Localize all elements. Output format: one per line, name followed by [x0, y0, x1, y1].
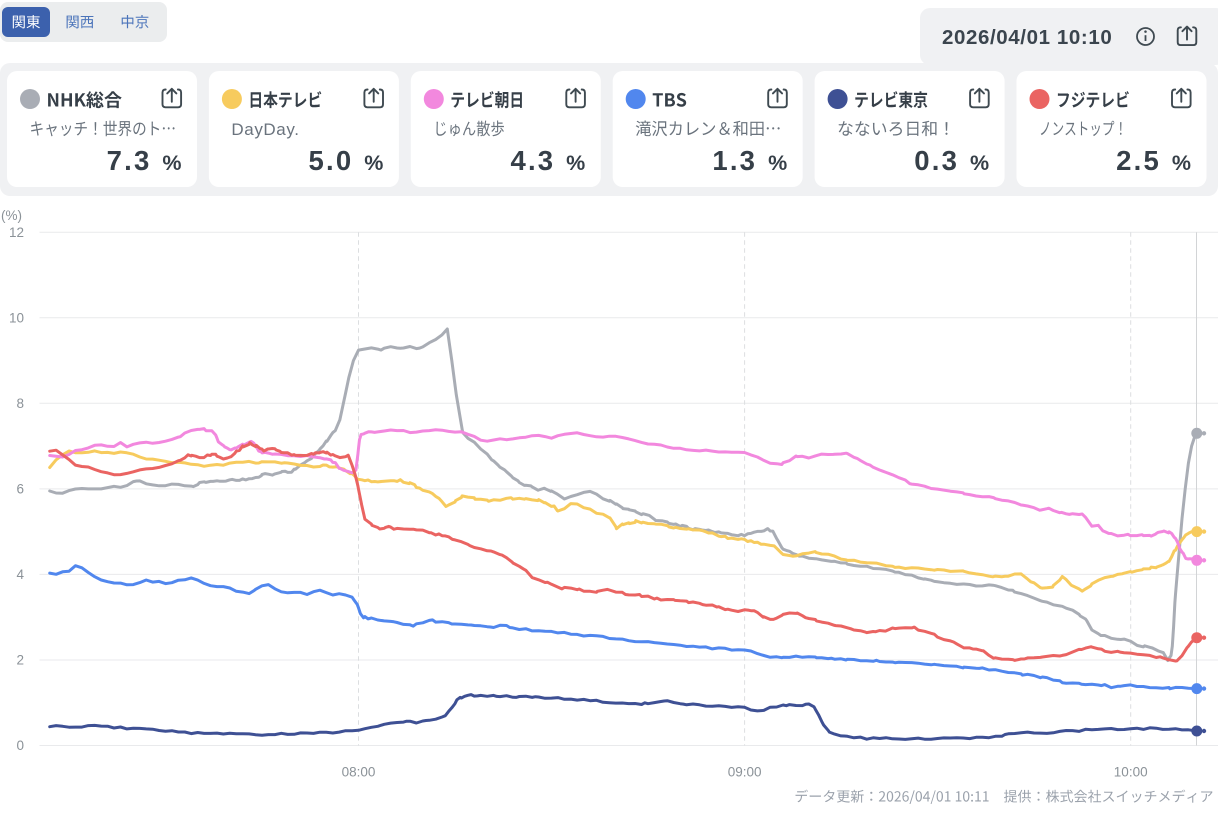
svg-text:2026/04/01 10:10: 2026/04/01 10:10 [942, 26, 1112, 49]
svg-text:4: 4 [16, 567, 24, 582]
svg-text:2.5: 2.5 [1116, 145, 1161, 176]
svg-text:1.3: 1.3 [712, 145, 757, 176]
svg-text:10: 10 [9, 311, 24, 326]
svg-text:(%): (%) [1, 208, 22, 223]
svg-text:8: 8 [16, 396, 24, 411]
svg-text:2: 2 [16, 653, 24, 668]
svg-text:%: % [162, 151, 181, 175]
svg-text:7.3: 7.3 [107, 145, 152, 176]
svg-text:%: % [768, 151, 787, 175]
svg-text:0: 0 [16, 738, 24, 753]
svg-text:6: 6 [16, 482, 24, 497]
svg-text:0.3: 0.3 [914, 145, 959, 176]
svg-text:%: % [364, 151, 383, 175]
svg-text:08:00: 08:00 [342, 765, 376, 780]
svg-text:4.3: 4.3 [510, 145, 555, 176]
svg-text:DayDay.: DayDay. [231, 120, 299, 139]
svg-text:%: % [1172, 151, 1191, 175]
svg-text:5.0: 5.0 [309, 145, 354, 176]
svg-text:10:00: 10:00 [1114, 765, 1148, 780]
svg-text:%: % [970, 151, 989, 175]
svg-text:12: 12 [9, 225, 24, 240]
svg-text:09:00: 09:00 [728, 765, 762, 780]
svg-text:%: % [566, 151, 585, 175]
